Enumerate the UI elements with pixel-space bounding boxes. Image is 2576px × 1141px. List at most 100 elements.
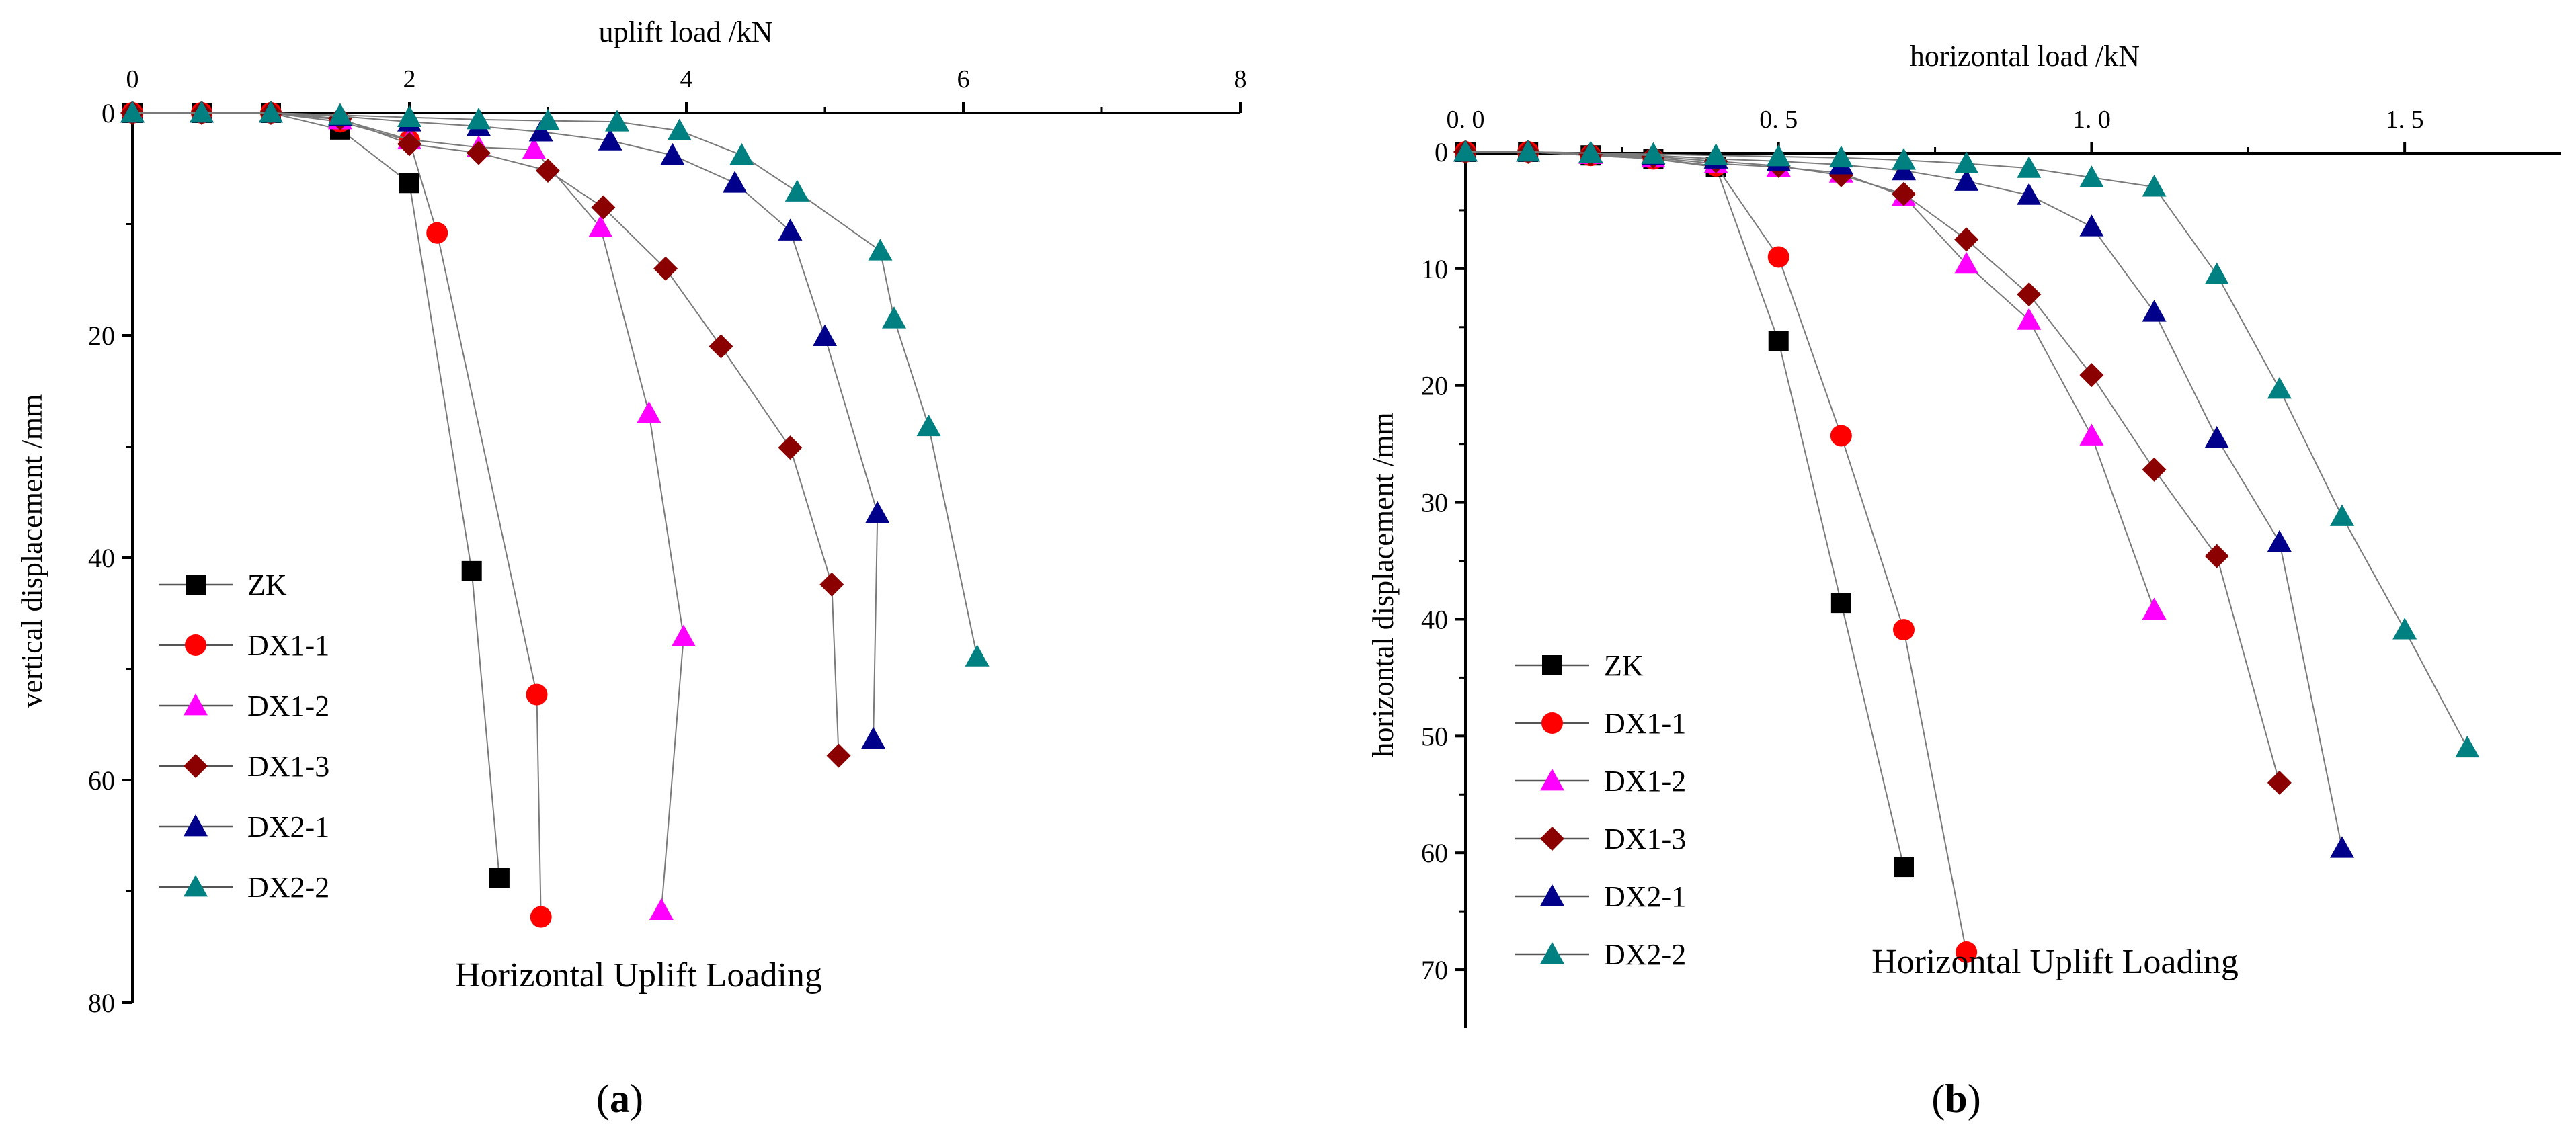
data-point-dx2-2 bbox=[1766, 144, 1791, 167]
x-tick-label: 4 bbox=[680, 65, 693, 93]
x-axis-title: uplift load /kN bbox=[598, 15, 772, 48]
y-tick-label: 20 bbox=[88, 321, 115, 351]
data-point-dx1-3 bbox=[2079, 363, 2104, 388]
x-tick-label: 0 bbox=[126, 65, 139, 93]
y-axis-title: vertical displacement /mm bbox=[15, 394, 48, 708]
series-line-dx1-3 bbox=[132, 112, 840, 756]
series-line-zk bbox=[1465, 151, 1904, 868]
data-point-dx2-1 bbox=[861, 726, 886, 749]
y-tick-label: 0 bbox=[1435, 137, 1448, 167]
data-point-dx1-1 bbox=[1956, 941, 1978, 963]
y-tick-label: 40 bbox=[88, 543, 115, 573]
data-point-dx2-1 bbox=[813, 324, 837, 347]
legend-label: DX2-2 bbox=[247, 871, 329, 904]
data-point-dx1-2 bbox=[588, 215, 613, 237]
x-tick-label: 0. 0 bbox=[1447, 105, 1485, 134]
legend-marker bbox=[1540, 884, 1564, 906]
data-point-dx1-2 bbox=[1954, 251, 1979, 274]
data-point-dx1-3 bbox=[536, 159, 560, 183]
data-point-dx2-2 bbox=[1641, 142, 1666, 164]
legend-marker bbox=[1540, 827, 1564, 851]
legend-label: DX1-1 bbox=[247, 629, 329, 662]
data-point-dx2-2 bbox=[536, 108, 560, 130]
data-point-dx2-2 bbox=[882, 306, 906, 329]
data-point-dx2-2 bbox=[1578, 140, 1603, 163]
data-point-dx2-2 bbox=[2267, 376, 2292, 399]
data-point-dx2-1 bbox=[2142, 300, 2167, 322]
panel-label-paren: ) bbox=[630, 1076, 643, 1121]
data-point-dx2-2 bbox=[1703, 143, 1728, 165]
data-point-dx2-2 bbox=[1828, 145, 1853, 168]
data-point-dx2-1 bbox=[2330, 836, 2354, 858]
data-point-dx2-2 bbox=[2330, 504, 2354, 526]
data-point-dx2-1 bbox=[598, 128, 622, 151]
legend-label: DX1-3 bbox=[1604, 822, 1686, 855]
y-tick-label: 60 bbox=[1421, 838, 1448, 868]
x-tick-label: 8 bbox=[1234, 65, 1247, 93]
series-line-dx1-2 bbox=[1465, 151, 2155, 610]
data-point-dx1-3 bbox=[2267, 770, 2292, 795]
x-tick-label: 1. 5 bbox=[2386, 105, 2424, 134]
data-point-dx1-2 bbox=[2079, 423, 2104, 446]
y-tick-label: 50 bbox=[1421, 721, 1448, 751]
panel-label: (a) bbox=[596, 1076, 643, 1121]
data-point-dx2-2 bbox=[1516, 140, 1541, 162]
data-point-dx2-2 bbox=[2017, 156, 2042, 178]
data-point-dx2-1 bbox=[2204, 425, 2229, 448]
data-point-dx1-1 bbox=[426, 222, 448, 244]
panel-label-paren: ) bbox=[1968, 1076, 1981, 1121]
data-point-dx2-1 bbox=[723, 171, 748, 193]
x-axis-title: horizontal load /kN bbox=[1910, 40, 2140, 73]
data-point-zk bbox=[1894, 857, 1914, 878]
legend-marker bbox=[1540, 942, 1564, 964]
data-point-dx1-2 bbox=[2142, 597, 2167, 620]
data-point-dx1-3 bbox=[1892, 181, 1916, 206]
legend-label: DX1-3 bbox=[247, 750, 329, 783]
data-point-dx2-2 bbox=[2455, 735, 2480, 758]
data-point-dx2-2 bbox=[2079, 165, 2104, 187]
data-point-dx1-3 bbox=[2142, 457, 2167, 482]
data-point-dx1-1 bbox=[1767, 246, 1789, 268]
data-point-dx1-3 bbox=[2204, 544, 2229, 568]
data-point-dx2-2 bbox=[667, 118, 692, 140]
data-point-dx1-3 bbox=[778, 435, 803, 460]
data-point-dx2-2 bbox=[2204, 262, 2229, 284]
data-point-dx1-2 bbox=[649, 898, 674, 921]
data-point-dx2-1 bbox=[865, 501, 890, 523]
y-tick-label: 60 bbox=[88, 765, 115, 796]
series-line-dx1-1 bbox=[1465, 151, 1968, 953]
data-point-dx1-2 bbox=[522, 137, 547, 160]
data-point-zk bbox=[1830, 593, 1851, 614]
data-point-dx2-2 bbox=[120, 101, 145, 123]
data-point-dx2-2 bbox=[868, 239, 893, 261]
data-point-dx1-1 bbox=[530, 906, 552, 928]
data-point-dx2-2 bbox=[2142, 175, 2167, 197]
legend-label: DX1-2 bbox=[1604, 765, 1686, 798]
data-point-dx2-2 bbox=[784, 179, 809, 202]
legend-label: DX2-1 bbox=[247, 810, 329, 843]
legend-label: DX2-1 bbox=[1604, 880, 1686, 913]
legend-marker bbox=[1540, 769, 1564, 791]
data-point-dx2-2 bbox=[1453, 140, 1478, 162]
legend-label: ZK bbox=[247, 568, 287, 601]
data-point-dx2-2 bbox=[2392, 618, 2417, 640]
data-point-dx2-2 bbox=[397, 105, 421, 128]
legend-label: DX1-2 bbox=[247, 689, 329, 722]
data-point-dx1-2 bbox=[637, 400, 661, 423]
y-tick-label: 10 bbox=[1421, 254, 1448, 284]
legend-marker bbox=[185, 634, 206, 656]
chart-panel-b: 0. 0 0. 5 1. 0 1. 5 0 10 20 30 40 50 60 70 horizonta… bbox=[1367, 40, 2561, 1121]
data-point-dx1-1 bbox=[1830, 425, 1852, 447]
x-tick-label: 0. 5 bbox=[1759, 105, 1798, 134]
panel-label-letter: b bbox=[1945, 1076, 1967, 1121]
y-axis-title: horizontal displacement /mm bbox=[1367, 412, 1400, 757]
data-point-dx2-1 bbox=[2017, 183, 2042, 205]
data-point-dx2-1 bbox=[528, 120, 553, 142]
legend-label: ZK bbox=[1604, 649, 1644, 682]
data-point-dx2-2 bbox=[190, 101, 214, 123]
data-point-zk bbox=[1768, 331, 1789, 351]
data-point-dx2-2 bbox=[605, 110, 629, 132]
legend-label: DX2-2 bbox=[1604, 938, 1686, 971]
